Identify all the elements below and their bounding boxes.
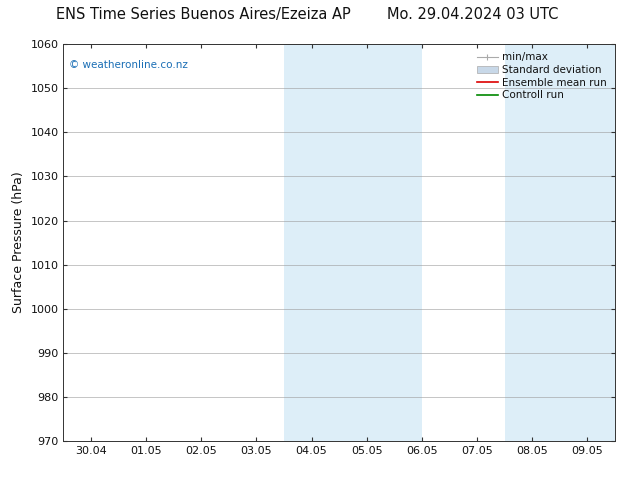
Legend: min/max, Standard deviation, Ensemble mean run, Controll run: min/max, Standard deviation, Ensemble me… [474,49,610,103]
Text: ENS Time Series Buenos Aires/Ezeiza AP: ENS Time Series Buenos Aires/Ezeiza AP [56,7,350,22]
Bar [560,44,615,441]
Text: Mo. 29.04.2024 03 UTC: Mo. 29.04.2024 03 UTC [387,7,558,22]
Bar [366,44,422,441]
Bar [505,44,560,441]
Y-axis label: Surface Pressure (hPa): Surface Pressure (hPa) [12,172,25,314]
Text: © weatheronline.co.nz: © weatheronline.co.nz [69,60,188,70]
Bar [284,44,367,441]
